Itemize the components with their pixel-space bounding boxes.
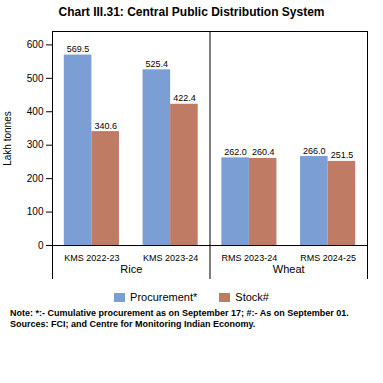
svg-text:RMS 2023-24: RMS 2023-24 [222, 253, 278, 263]
svg-text:0: 0 [38, 240, 44, 251]
html-text:Stock#: Stock# [235, 291, 269, 303]
svg-text:260.4: 260.4 [252, 147, 275, 157]
svg-text:340.6: 340.6 [94, 121, 117, 131]
svg-text:500: 500 [27, 73, 44, 84]
svg-text:200: 200 [27, 173, 44, 184]
html-text:Sources: FCI; and Centre for M: Sources: FCI; and Centre for Monitoring … [10, 318, 256, 329]
svg-text:262.0: 262.0 [224, 147, 247, 157]
svg-text:525.4: 525.4 [146, 59, 169, 69]
svg-text:100: 100 [27, 206, 44, 217]
svg-text:KMS 2022-23: KMS 2022-23 [64, 253, 119, 263]
svg-text:Lakh tonnes: Lakh tonnes [2, 111, 13, 166]
html-text:Chart III.31: Central Public D: Chart III.31: Central Public Distributio… [58, 5, 325, 19]
svg-text:RMS 2024-25: RMS 2024-25 [300, 253, 356, 263]
svg-text:251.5: 251.5 [331, 150, 354, 160]
html-text:Procurement*: Procurement* [130, 291, 198, 303]
svg-text:KMS 2023-24: KMS 2023-24 [143, 253, 198, 263]
svg-text:422.4: 422.4 [173, 93, 196, 103]
svg-text:266.0: 266.0 [303, 146, 326, 156]
svg-text:400: 400 [27, 106, 44, 117]
svg-text:600: 600 [27, 39, 44, 50]
svg-text:300: 300 [27, 139, 44, 150]
svg-text:Rice: Rice [120, 263, 142, 275]
html-text:Note: *:- Cumulative procureme: Note: *:- Cumulative procurement as on S… [10, 308, 349, 318]
svg-text:Wheat: Wheat [273, 263, 305, 275]
svg-text:569.5: 569.5 [67, 44, 90, 54]
